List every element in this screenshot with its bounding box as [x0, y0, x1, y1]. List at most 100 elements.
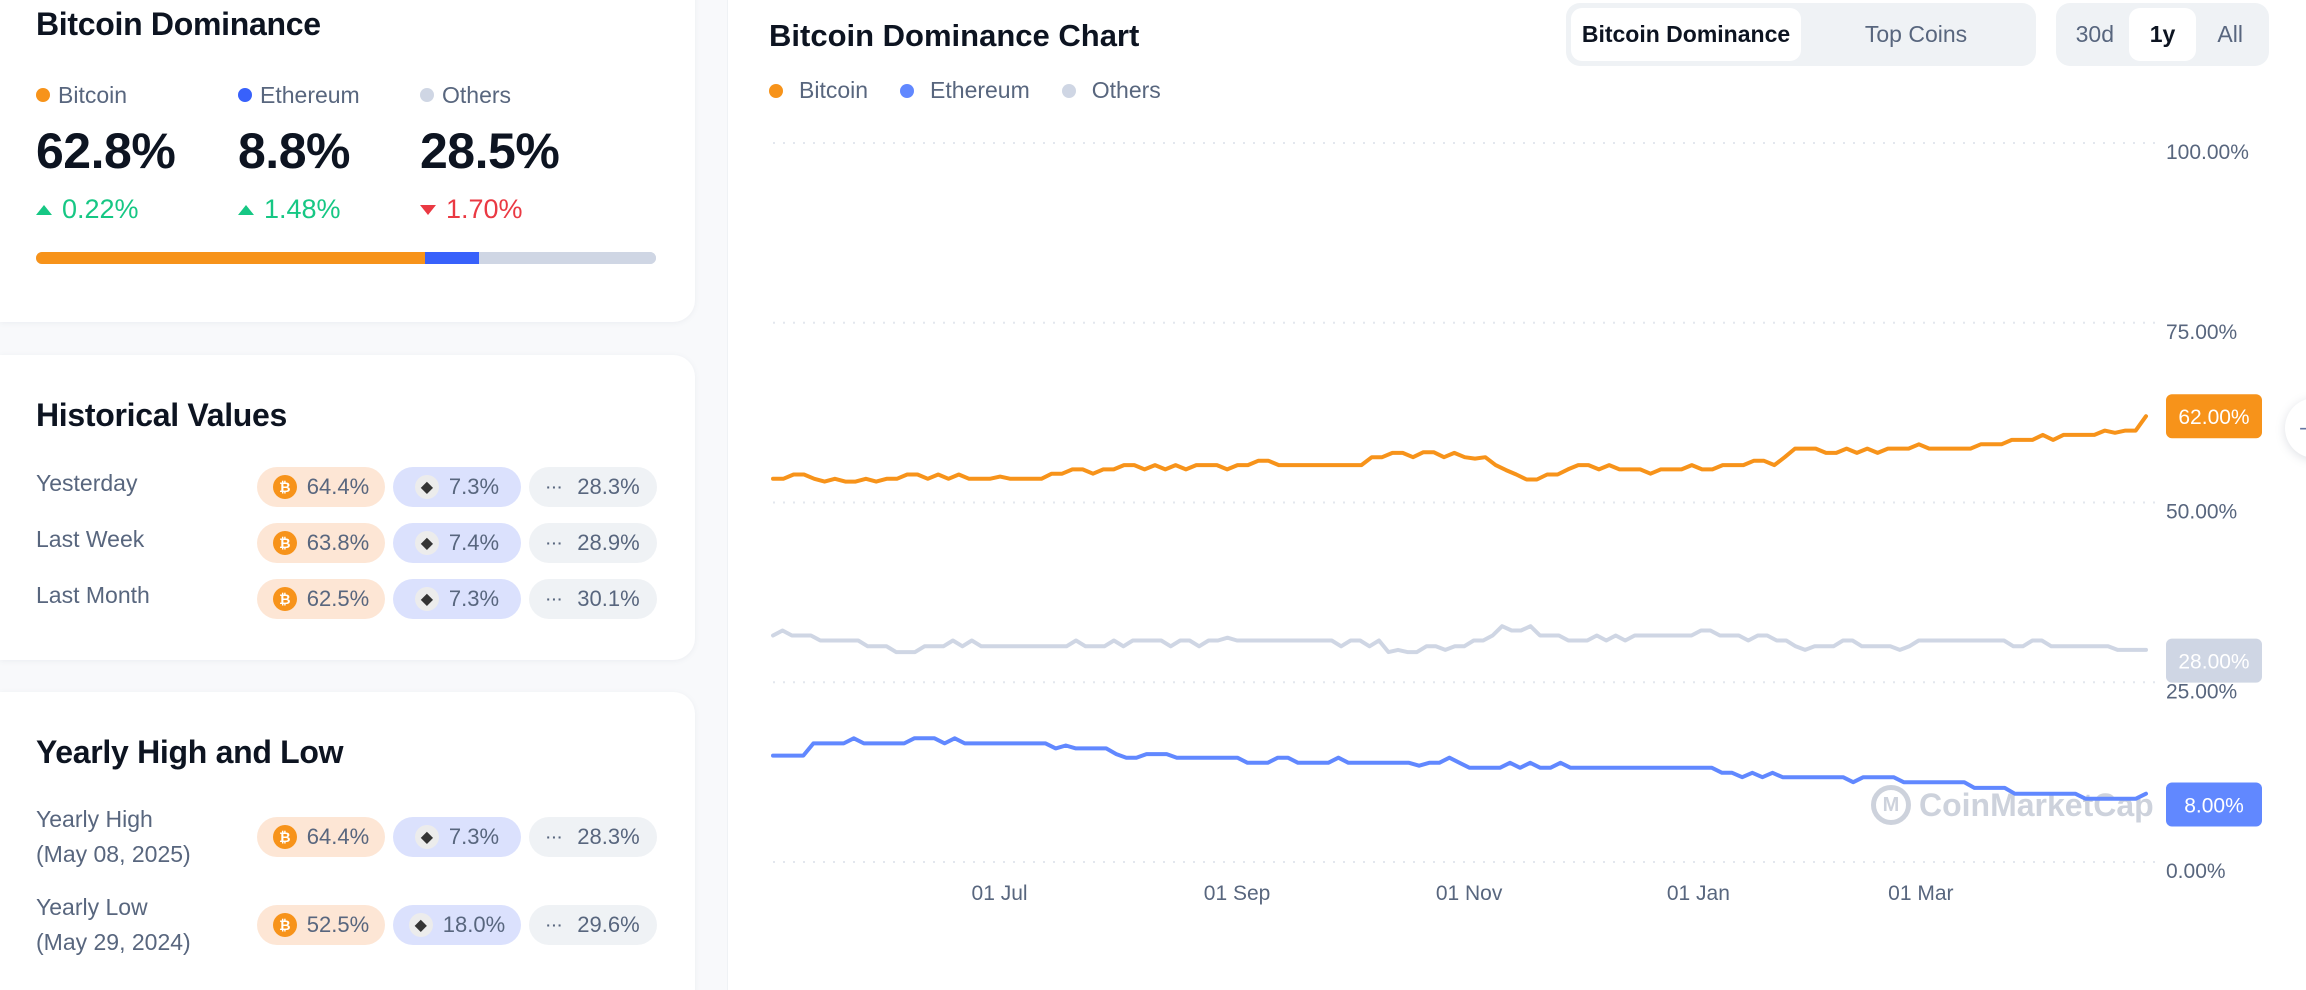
btc-value: 52.5% [306, 911, 370, 937]
ellipsis-icon: ··· [546, 828, 564, 845]
expand-panel-button[interactable]: ⇥ [2285, 398, 2306, 458]
legend-bitcoin-label: Bitcoin [799, 77, 869, 103]
historical-values-card: Historical Values Yesterday ₿ 64.4% ◆ 7.3%… [0, 355, 695, 660]
chart-panel: Bitcoin Dominance Chart Bitcoin Ethereum… [727, 0, 2306, 990]
bitcoin-icon: ₿ [272, 587, 297, 611]
expand-icon: ⇥ [2299, 416, 2306, 441]
dominance-ethereum: Ethereum 8.8% 1.48% [238, 80, 360, 225]
others-value: 28.3% [577, 474, 640, 499]
x-tick-label: 01 Mar [1888, 882, 1953, 905]
others-value: 30.1% [577, 586, 640, 611]
others-value: 28.9% [577, 530, 640, 555]
bitcoin-icon: ₿ [272, 824, 297, 849]
ethereum-dot-icon [900, 83, 915, 98]
dominance-bar-ethereum [424, 252, 480, 264]
eth-value: 7.3% [448, 474, 500, 499]
x-axis-labels: 01 Jul 01 Sep 01 Nov 01 Jan 01 Mar [972, 882, 1954, 905]
eth-pill: ◆ 7.3% [393, 467, 521, 507]
x-tick-label: 01 Jan [1667, 882, 1730, 905]
btc-pill: ₿ 64.4% [257, 816, 385, 857]
range-1y-button[interactable]: 1y [2128, 8, 2197, 61]
eth-pill: ◆ 7.3% [393, 816, 521, 857]
yearly-low-date: (May 29, 2024) [36, 928, 191, 955]
dominance-bitcoin: Bitcoin 62.8% 0.22% [36, 80, 176, 225]
x-tick-label: 01 Nov [1436, 882, 1503, 905]
dominance-card: Bitcoin Dominance Bitcoin 62.8% 0.22% Et… [0, 0, 695, 322]
bitcoin-dot-icon [769, 83, 783, 98]
y-axis-labels: 0.00% 25.00% 50.00% 75.00% 100.00% [2166, 141, 2249, 883]
tab-bitcoin-dominance[interactable]: Bitcoin Dominance [1571, 8, 1801, 61]
series-line-ethereum[interactable] [771, 736, 2148, 801]
dominance-bar-bitcoin [36, 252, 425, 264]
y-tick-label: 100.00% [2166, 141, 2249, 164]
series-lines [771, 414, 2148, 801]
others-pill: ··· 29.6% [529, 904, 657, 945]
eth-value: 18.0% [442, 911, 506, 937]
current-value-badge-text: 8.00% [2184, 794, 2244, 817]
ethereum-icon: ◆ [414, 531, 439, 555]
ethereum-icon: ◆ [414, 475, 439, 499]
dominance-others-value: 28.5% [420, 123, 560, 179]
historical-row: Last Week ₿ 63.8% ◆ 7.4% ··· 28.9% [36, 523, 657, 563]
dominance-others-change: 1.70% [446, 194, 523, 224]
chart-title: Bitcoin Dominance Chart [769, 18, 1140, 53]
yearly-row: Yearly Low (May 29, 2024) ₿ 52.5% ◆ 18.0% … [36, 890, 657, 959]
dominance-bitcoin-change: 0.22% [62, 194, 139, 224]
dominance-line-chart[interactable]: 0.00%25.00%50.00%75.00%100.00% 01 Jul 01 … [728, 0, 2306, 990]
ethereum-icon: ◆ [408, 912, 433, 937]
series-line-bitcoin[interactable] [771, 414, 2148, 484]
y-tick-label: 50.00% [2166, 501, 2237, 524]
current-value-badge-text: 62.00% [2178, 406, 2249, 429]
bitcoin-icon: ₿ [272, 475, 297, 499]
caret-down-icon [420, 204, 436, 215]
legend-bitcoin[interactable]: Bitcoin [769, 77, 868, 104]
yearly-high-date: (May 08, 2025) [36, 840, 191, 867]
legend-ethereum-label: Ethereum [930, 77, 1030, 103]
btc-value: 64.4% [306, 474, 370, 499]
bitcoin-icon: ₿ [272, 912, 297, 937]
historical-row: Last Month ₿ 62.5% ◆ 7.3% ··· 30.1% [36, 579, 657, 619]
current-value-badge-text: 28.00% [2178, 651, 2249, 674]
others-pill: ··· 28.3% [529, 816, 657, 857]
others-pill: ··· 28.9% [529, 523, 657, 563]
yearly-high-low-title: Yearly High and Low [36, 734, 344, 770]
current-value-badge-others [2166, 638, 2262, 683]
ethereum-icon: ◆ [414, 587, 439, 611]
historical-row: Yesterday ₿ 64.4% ◆ 7.3% ··· 28.3% [36, 467, 657, 507]
historical-row-label: Last Week [36, 525, 145, 552]
current-value-badge-bitcoin [2166, 394, 2262, 439]
legend-others-label: Others [1091, 77, 1161, 103]
eth-value: 7.3% [448, 823, 500, 849]
btc-pill: ₿ 52.5% [257, 904, 385, 945]
dominance-bitcoin-value: 62.8% [36, 123, 176, 179]
y-tick-label: 75.00% [2166, 321, 2237, 344]
others-pill: ··· 30.1% [529, 579, 657, 619]
eth-value: 7.3% [448, 586, 500, 611]
dominance-others: Others 28.5% 1.70% [420, 80, 560, 225]
ellipsis-icon: ··· [546, 591, 564, 607]
current-value-badges: 62.00% 8.00% 28.00% [2166, 394, 2262, 827]
series-line-others[interactable] [771, 624, 2148, 655]
dominance-ethereum-value: 8.8% [238, 123, 350, 179]
caret-up-icon [36, 204, 52, 215]
dominance-others-label: Others [442, 81, 512, 108]
eth-value: 7.4% [448, 530, 500, 555]
eth-pill: ◆ 18.0% [393, 904, 521, 945]
range-30d-button[interactable]: 30d [2075, 21, 2115, 47]
ellipsis-icon: ··· [546, 479, 564, 495]
yearly-low-label: Yearly Low [36, 894, 148, 920]
others-value: 29.6% [577, 911, 640, 937]
time-range-toggle: 30d 1y All [2056, 3, 2269, 66]
caret-up-icon [238, 204, 254, 215]
others-dot-icon [420, 88, 434, 102]
legend-others[interactable]: Others [1061, 77, 1161, 104]
coinmarketcap-logo-icon: M [1871, 785, 1911, 825]
x-tick-label: 01 Sep [1204, 882, 1271, 905]
current-value-badge-ethereum [2166, 782, 2262, 827]
range-all-button[interactable]: All [2217, 21, 2243, 47]
grid-lines [773, 142, 2158, 863]
chart-type-toggle: Bitcoin Dominance Top Coins [1566, 3, 2036, 66]
tab-top-coins[interactable]: Top Coins [1864, 21, 1968, 47]
legend-ethereum[interactable]: Ethereum [900, 77, 1030, 104]
btc-value: 62.5% [306, 586, 370, 611]
